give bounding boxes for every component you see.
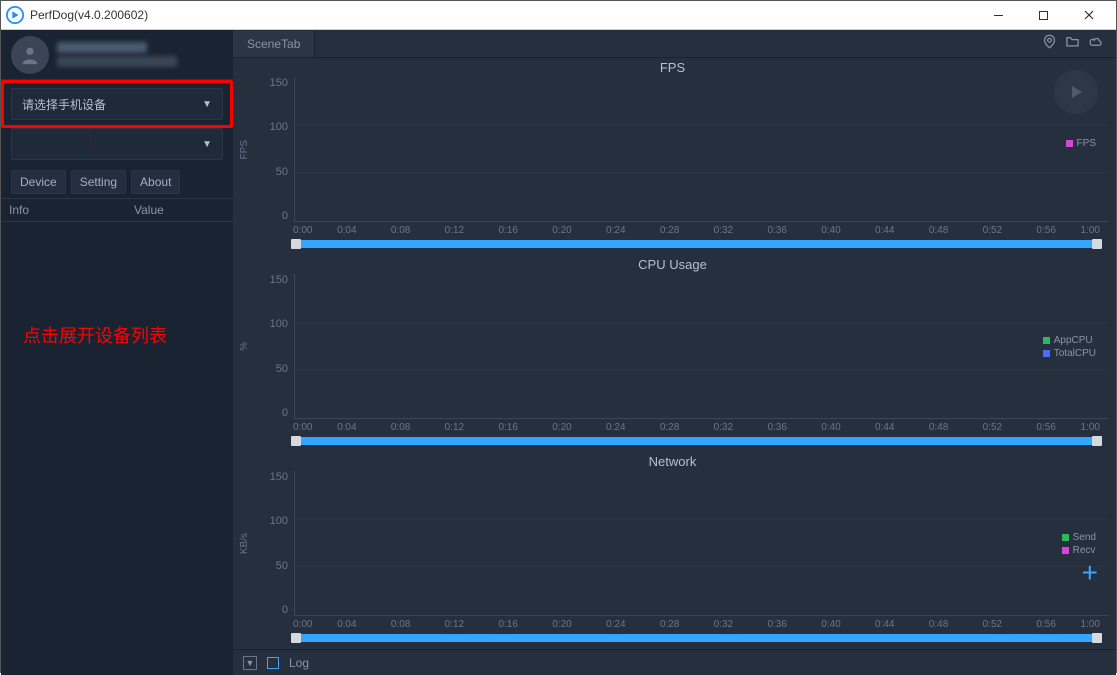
device-dropdown-highlight: 请选择手机设备 ▼ [1, 80, 233, 128]
chevron-down-icon: ▼ [202, 139, 212, 150]
sidebar-body: 点击展开设备列表 [1, 222, 233, 675]
chart-fps-title: FPS [237, 58, 1108, 77]
chart-cpu-timeline[interactable] [293, 437, 1100, 445]
app-logo-icon [6, 6, 24, 24]
tab-about[interactable]: About [131, 170, 180, 194]
app-dropdown-wrap: ▼ [1, 128, 233, 170]
content-area: SceneTab FPS FPS 1501005 [233, 30, 1116, 675]
chart-net-title: Network [237, 452, 1108, 471]
chart-cpu-xaxis: 0:000:040:080:120:160:200:240:280:320:36… [293, 422, 1100, 433]
tab-device[interactable]: Device [11, 170, 66, 194]
profile-section [1, 30, 233, 80]
log-expand-button[interactable]: ▼ [243, 656, 257, 670]
chart-net-xaxis: 0:000:040:080:120:160:200:240:280:320:36… [293, 619, 1100, 630]
chart-net: Network KB/s 150100500 0:000:040:080:120… [237, 452, 1108, 649]
chart-net-timeline[interactable] [293, 634, 1100, 642]
log-label: Log [289, 656, 309, 670]
chart-fps-yaxis: 150100500 [252, 77, 294, 222]
titlebar: PerfDog(v4.0.200602) [1, 1, 1116, 30]
tab-setting[interactable]: Setting [71, 170, 126, 194]
location-icon[interactable] [1042, 34, 1057, 54]
scene-right-icons [1042, 34, 1116, 54]
info-table-header: Info Value [1, 198, 233, 222]
chart-net-legend: SendRecv [1062, 532, 1096, 558]
user-icon [19, 44, 41, 66]
folder-icon[interactable] [1065, 34, 1080, 54]
annotation-text: 点击展开设备列表 [23, 322, 167, 348]
chart-cpu-title: CPU Usage [237, 255, 1108, 274]
log-bar: ▼ Log [233, 649, 1116, 675]
sidebar: 请选择手机设备 ▼ ▼ Device Setting About Info Va… [1, 30, 233, 675]
chart-cpu-plot[interactable] [294, 274, 1108, 419]
app-dropdown[interactable]: ▼ [11, 128, 223, 160]
chevron-down-icon: ▼ [202, 99, 212, 110]
chart-cpu: CPU Usage % 150100500 0:000:040:080:120:… [237, 255, 1108, 452]
profile-text [57, 42, 177, 67]
charts-area: FPS FPS 150100500 0:000:040:080:120:160:… [233, 58, 1116, 649]
scene-tab[interactable]: SceneTab [233, 31, 315, 57]
avatar[interactable] [11, 36, 49, 74]
chart-cpu-yaxis: 150100500 [252, 274, 294, 419]
sidebar-tabs: Device Setting About [1, 170, 233, 198]
chart-net-yaxis: 150100500 [252, 471, 294, 616]
device-dropdown-label: 请选择手机设备 [22, 96, 106, 113]
chart-fps-xaxis: 0:000:040:080:120:160:200:240:280:320:36… [293, 225, 1100, 236]
chart-fps-legend: FPS [1066, 138, 1096, 151]
chart-cpu-legend: AppCPUTotalCPU [1043, 335, 1096, 361]
annotation-arrow-icon [89, 34, 91, 244]
info-col-info: Info [1, 199, 126, 221]
chart-net-plot[interactable] [294, 471, 1108, 616]
close-button[interactable] [1066, 1, 1111, 29]
minimize-button[interactable] [976, 1, 1021, 29]
device-dropdown[interactable]: 请选择手机设备 ▼ [11, 88, 223, 120]
info-col-value: Value [126, 199, 172, 221]
log-checkbox[interactable] [267, 657, 279, 669]
maximize-button[interactable] [1021, 1, 1066, 29]
chart-fps-plot[interactable] [294, 77, 1108, 222]
chart-fps-timeline[interactable] [293, 240, 1100, 248]
chart-net-ylabel: KB/s [237, 533, 252, 554]
cloud-icon[interactable] [1088, 34, 1104, 54]
chart-cpu-ylabel: % [237, 342, 252, 351]
scene-bar: SceneTab [233, 30, 1116, 58]
add-button[interactable]: + [1082, 557, 1098, 589]
window-title: PerfDog(v4.0.200602) [30, 8, 976, 22]
chart-fps-ylabel: FPS [237, 140, 252, 159]
chart-fps: FPS FPS 150100500 0:000:040:080:120:160:… [237, 58, 1108, 255]
